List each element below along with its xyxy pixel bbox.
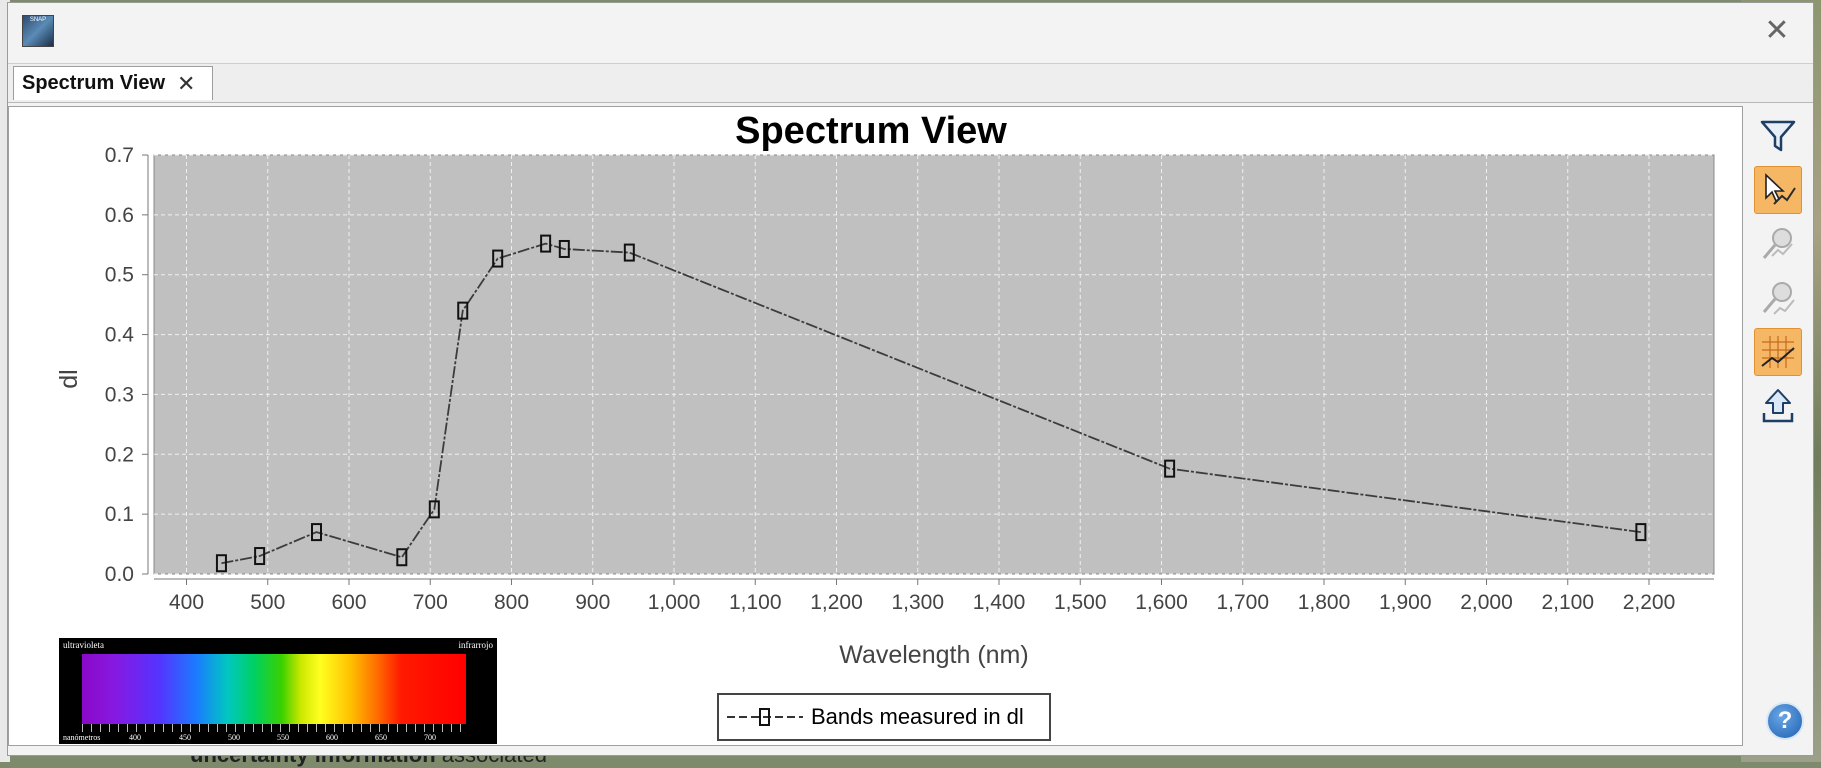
y-tick-label: 0.5 [105, 264, 134, 287]
spectrum-tick-400: 400 [129, 733, 141, 742]
y-tick-label: 0.4 [105, 324, 135, 347]
y-tick-label: 0.7 [105, 144, 134, 167]
x-tick-label: 700 [413, 591, 448, 614]
filter-button[interactable] [1754, 112, 1802, 160]
y-tick-label: 0.1 [105, 503, 134, 526]
axes: 400 500 600 700 800 900 1,000 1,100 1,200 1,300 1,… [105, 144, 1714, 614]
x-axis-label: Wavelength (nm) [839, 641, 1028, 669]
grid-chart-icon [1761, 336, 1795, 368]
x-tick-label: 2,100 [1541, 591, 1594, 614]
data-point-marker [254, 547, 266, 566]
y-axis-label: dl [55, 369, 83, 388]
export-button[interactable] [1754, 382, 1802, 430]
plot-area [153, 154, 1715, 575]
right-toolbar [1750, 106, 1805, 746]
data-point-marker [623, 243, 635, 262]
x-tick-label: 1,500 [1054, 591, 1107, 614]
legend-series-marker [727, 708, 803, 726]
spectrum-chart: Spectrum View 400 500 600 700 800 900 1,000 1,1… [55, 110, 1715, 669]
chart-panel: Spectrum View 400 500 600 700 800 900 1,000 1,1… [8, 106, 1743, 746]
x-tick-label: 500 [250, 591, 285, 614]
x-tick-label: 1,300 [891, 591, 944, 614]
series-layer [215, 234, 1647, 573]
filter-icon [1760, 120, 1796, 152]
snap-app-icon: SNAP [22, 15, 54, 47]
x-tick-label: 1,100 [729, 591, 782, 614]
y-tick-label: 0.6 [105, 204, 134, 227]
spectrum-tick-600: 600 [326, 733, 338, 742]
spectrum-uv-label: ultravioleta [63, 640, 104, 650]
x-tick-label: 1,000 [648, 591, 701, 614]
x-tick-label: 1,900 [1379, 591, 1432, 614]
tab-strip: Spectrum View ✕ [8, 63, 1813, 103]
data-point-marker [1164, 459, 1176, 478]
data-point-marker [311, 523, 322, 542]
data-point-marker [215, 554, 227, 573]
y-tick-label: 0.0 [105, 563, 134, 586]
select-spectra-icon [1765, 173, 1796, 205]
x-tick-label: 800 [494, 591, 529, 614]
spectrum-tick-500: 500 [228, 733, 240, 742]
x-tick-label: 600 [331, 591, 366, 614]
x-tick-label: 1,200 [810, 591, 863, 614]
data-point-marker [558, 239, 570, 258]
x-tick-label: 900 [575, 591, 610, 614]
help-button[interactable]: ? [1766, 702, 1804, 740]
data-point-marker [1635, 523, 1647, 542]
data-point-marker [428, 500, 440, 519]
data-point-marker [540, 234, 552, 253]
chart-title: Spectrum View [735, 110, 1007, 152]
x-tick-label: 1,600 [1135, 591, 1188, 614]
grid-lines [154, 154, 1714, 575]
data-point-marker [492, 249, 504, 268]
x-tick-label: 400 [169, 591, 204, 614]
x-tick-label: 1,800 [1298, 591, 1351, 614]
title-bar: SNAP ✕ [8, 3, 1813, 61]
app-icon-text: SNAP [29, 17, 47, 23]
legend-label: Bands measured in dl [811, 704, 1024, 729]
spectrum-tick-450: 450 [179, 733, 191, 742]
export-icon [1762, 389, 1794, 423]
data-point-marker [457, 301, 469, 320]
x-tick-label: 1,700 [1216, 591, 1269, 614]
spectrum-tick-650: 650 [375, 733, 387, 742]
spectrum-gradient [82, 654, 466, 724]
tab-close-icon[interactable]: ✕ [177, 70, 196, 96]
tab-spectrum-view[interactable]: Spectrum View ✕ [13, 66, 213, 100]
spectrum-ir-label: infrarrojo [458, 640, 493, 650]
data-point-marker [396, 548, 408, 567]
spectrum-tick-550: 550 [277, 733, 289, 742]
spectrum-tick-700: 700 [424, 733, 436, 742]
x-tick-label: 1,400 [973, 591, 1026, 614]
background-left-panel [0, 0, 10, 762]
select-spectra-button[interactable] [1754, 166, 1802, 214]
pin-icon [1762, 228, 1793, 259]
spectrum-unit-label: nanómetros [63, 733, 101, 742]
pin-all-icon [1762, 282, 1795, 315]
spectrum-ticks [82, 724, 466, 732]
y-tick-label: 0.2 [105, 443, 134, 466]
spectrum-color-image: ultravioleta infrarrojo nanómetros 400 4… [59, 638, 497, 744]
series-line [221, 242, 1641, 565]
chart-legend: Bands measured in dl [717, 693, 1051, 741]
y-tick-label: 0.3 [105, 383, 134, 406]
window-close-button[interactable]: ✕ [1764, 14, 1790, 47]
tab-label: Spectrum View [22, 72, 166, 94]
x-tick-label: 2,200 [1623, 591, 1676, 614]
pin-all-button[interactable] [1754, 274, 1802, 322]
grid-chart-button[interactable] [1754, 328, 1802, 376]
pin-button[interactable] [1754, 220, 1802, 268]
x-tick-label: 2,000 [1460, 591, 1513, 614]
